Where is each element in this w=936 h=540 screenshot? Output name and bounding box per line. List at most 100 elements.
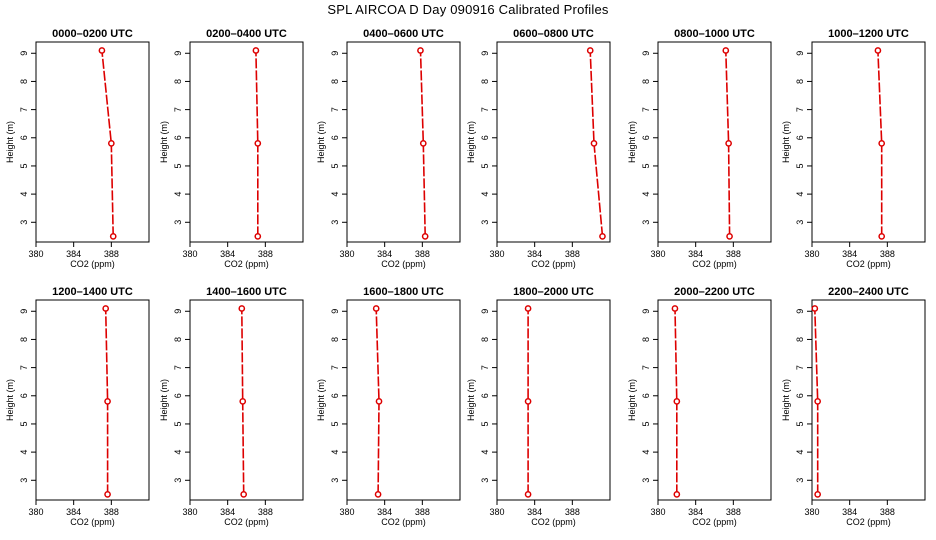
chart-12-data-point	[814, 398, 822, 405]
chart-1-x-tick-label: 380	[28, 249, 43, 259]
chart-1-y-tick-label: 9	[19, 51, 29, 56]
chart-2-data-point	[254, 233, 262, 240]
chart-3-x-label: CO2 (ppm)	[381, 259, 426, 269]
chart-8-data-point	[240, 491, 248, 498]
chart-11-x-tick-label: 380	[650, 507, 665, 517]
chart-8-frame	[189, 299, 304, 501]
chart-5-x-tick-label: 380	[650, 249, 665, 259]
chart-6-x-label: CO2 (ppm)	[846, 259, 891, 269]
chart-9-y-tick-label: 9	[330, 309, 340, 314]
chart-9-y-tick-label: 3	[330, 478, 340, 483]
chart-7-data-point	[104, 491, 111, 498]
chart-12-y-tick-label: 9	[795, 309, 805, 314]
chart-2-frame	[189, 41, 304, 243]
chart-10-data-point	[524, 398, 532, 405]
chart-6-data-point	[878, 140, 886, 147]
chart-2-x-tick-label: 384	[220, 249, 235, 259]
chart-12-y-tick-label: 6	[795, 393, 805, 398]
chart-5-data-point	[722, 47, 730, 54]
chart-4-y-tick-label: 3	[480, 220, 490, 225]
chart-3: 0400–0600 UTC 380 384 388 3 4 5 6 7 8 9 CO2 (ppm) He…	[316, 28, 461, 269]
chart-4-data-point	[599, 233, 606, 240]
chart-9-data-point	[372, 305, 380, 312]
chart-3-y-tick-label: 7	[330, 107, 340, 112]
chart-5: 0800–1000 UTC 380 384 388 3 4 5 6 7 8 9 CO2 (ppm) He…	[627, 28, 772, 269]
chart-9-y-tick-label: 6	[330, 393, 340, 398]
chart-11-frame	[657, 299, 772, 501]
chart-6-y-tick-label: 8	[795, 79, 805, 84]
chart-7-y-tick-label: 6	[19, 393, 29, 398]
chart-3-y-tick-label: 6	[330, 135, 340, 140]
chart-9-y-tick-label: 7	[330, 365, 340, 370]
chart-3-y-tick-label: 8	[330, 79, 340, 84]
chart-3-y-tick-label: 9	[330, 51, 340, 56]
chart-11-x-tick-label: 388	[726, 507, 741, 517]
chart-10-x-tick-label: 384	[527, 507, 542, 517]
chart-11-y-tick-label: 4	[641, 450, 651, 455]
chart-2-y-tick-label: 5	[173, 163, 183, 168]
chart-8-y-tick-label: 6	[173, 393, 183, 398]
chart-6-y-tick-label: 9	[795, 51, 805, 56]
chart-8-y-tick-label: 4	[173, 450, 183, 455]
chart-7-x-tick-label: 384	[66, 507, 81, 517]
chart-6-x-tick-label: 384	[842, 249, 857, 259]
chart-5-data-point	[726, 233, 733, 240]
chart-5-x-tick-label: 388	[726, 249, 741, 259]
chart-6-y-tick-label: 5	[795, 163, 805, 168]
chart-5-y-tick-label: 6	[641, 135, 651, 140]
chart-9-title: 1600–1800 UTC	[363, 286, 444, 298]
chart-3-y-tick-label: 4	[330, 192, 340, 197]
chart-9-y-tick-label: 4	[330, 450, 340, 455]
chart-9-y-tick-label: 5	[330, 421, 340, 426]
chart-8-data-point	[238, 305, 246, 312]
chart-3-title: 0400–0600 UTC	[363, 28, 444, 40]
chart-4-data-point	[590, 140, 598, 147]
chart-5-y-tick-label: 5	[641, 163, 651, 168]
chart-1-data-point	[98, 47, 106, 54]
chart-5-frame	[657, 41, 772, 243]
chart-8-y-tick-label: 7	[173, 365, 183, 370]
chart-11-y-tick-label: 7	[641, 365, 651, 370]
chart-11-y-tick-label: 3	[641, 478, 651, 483]
chart-3-y-tick-label: 3	[330, 220, 340, 225]
figure-title: SPL AIRCOA D Day 090916 Calibrated Profi…	[327, 2, 609, 17]
chart-7: 1200–1400 UTC 380 384 388 3 4 5 6 7 8 9 CO2 (ppm) He…	[5, 286, 150, 527]
chart-10-data-point	[524, 305, 532, 312]
chart-5-y-label: Height (m)	[627, 121, 637, 163]
chart-2-title: 0200–0400 UTC	[206, 28, 287, 40]
chart-12-y-tick-label: 7	[795, 365, 805, 370]
chart-10-y-tick-label: 3	[480, 478, 490, 483]
chart-9-y-tick-label: 8	[330, 337, 340, 342]
chart-4-frame	[496, 41, 611, 243]
chart-7-y-tick-label: 7	[19, 365, 29, 370]
chart-3-data-point	[421, 233, 429, 240]
chart-2-x-label: CO2 (ppm)	[224, 259, 269, 269]
chart-7-frame	[35, 299, 150, 501]
chart-7-y-tick-label: 5	[19, 421, 29, 426]
chart-6-x-tick-label: 380	[804, 249, 819, 259]
chart-6-y-tick-label: 4	[795, 192, 805, 197]
chart-5-y-tick-label: 4	[641, 192, 651, 197]
chart-11-x-tick-label: 384	[688, 507, 703, 517]
chart-1: 0000–0200 UTC 380 384 388 3 4 5 6 7 8 9 CO2 (ppm) He…	[5, 28, 150, 269]
chart-4-y-tick-label: 9	[480, 51, 490, 56]
chart-11-y-tick-label: 8	[641, 337, 651, 342]
chart-7-x-tick-label: 380	[28, 507, 43, 517]
chart-8-y-label: Height (m)	[159, 379, 169, 421]
chart-11-data-point	[671, 305, 679, 312]
chart-12-y-tick-label: 4	[795, 450, 805, 455]
chart-10-y-tick-label: 6	[480, 393, 490, 398]
chart-3-data-point	[417, 47, 424, 54]
chart-6-title: 1000–1200 UTC	[828, 28, 909, 40]
chart-8-x-tick-label: 388	[258, 507, 273, 517]
chart-8-y-tick-label: 9	[173, 309, 183, 314]
chart-11-data-point	[673, 398, 681, 405]
chart-3-y-tick-label: 5	[330, 163, 340, 168]
chart-6-y-tick-label: 6	[795, 135, 805, 140]
chart-8-data-point	[239, 398, 247, 405]
chart-1-x-label: CO2 (ppm)	[70, 259, 115, 269]
chart-11-title: 2000–2200 UTC	[674, 286, 755, 298]
chart-2-data-point	[252, 47, 260, 54]
chart-9-y-label: Height (m)	[316, 379, 326, 421]
